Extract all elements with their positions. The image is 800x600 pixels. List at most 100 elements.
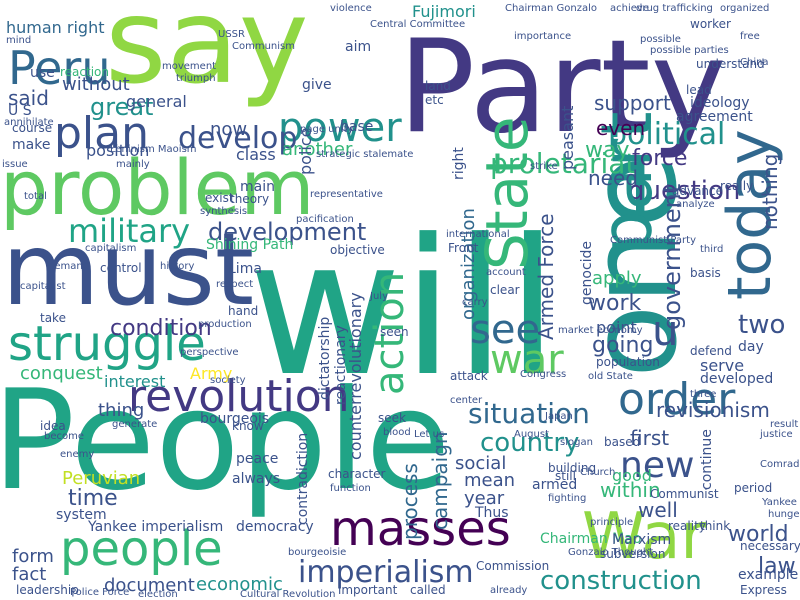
word-possible: possible: [640, 34, 681, 45]
word-page-unity: page unity: [300, 124, 354, 135]
word-agreement: agreement: [676, 109, 753, 125]
word-social: social: [455, 453, 507, 474]
word-condition: condition: [110, 316, 212, 341]
word-already: already: [490, 585, 528, 596]
word-history: history: [160, 261, 195, 272]
word-communist: Communist: [650, 487, 719, 501]
word-party: Party: [398, 13, 727, 162]
word-first: first: [630, 426, 670, 450]
word-right: right: [451, 147, 467, 180]
word-power: power: [278, 105, 402, 151]
word-dictatorship: dictatorship: [317, 316, 333, 400]
word-generate: generate: [112, 419, 158, 430]
word-political: political: [608, 117, 726, 152]
word-us: U S: [8, 103, 32, 119]
word-china: China: [740, 57, 769, 68]
word-class: class: [236, 145, 276, 164]
word-armed-force: Armed Force: [534, 213, 558, 340]
word-process: process: [398, 463, 422, 540]
word-perspective: perspective: [180, 347, 239, 358]
word-peruvian: Peruvian: [62, 468, 141, 489]
word-day: day: [738, 339, 764, 355]
word-world: world: [728, 522, 789, 547]
word-lead: lead: [686, 83, 712, 97]
word-leadership: leadership: [16, 583, 79, 597]
word-two: two: [738, 310, 786, 340]
word-demand: demand: [48, 261, 90, 272]
word-three: three: [690, 389, 717, 400]
word-achieve: achieve: [610, 3, 649, 14]
word-mean: mean: [464, 470, 516, 491]
word-work: work: [588, 291, 642, 316]
word-etc: etc: [425, 93, 444, 107]
word-gonzalo-thought: Gonzalo Thought: [568, 547, 654, 558]
word-capitalism: capitalism: [85, 243, 137, 254]
word-let-us: Let us: [414, 429, 445, 440]
word-blood: blood: [383, 427, 411, 438]
word-country: country: [480, 428, 580, 458]
word-genocide: genocide: [579, 240, 595, 305]
word-production: production: [198, 319, 252, 330]
word-seen: seen: [380, 325, 409, 339]
word-question: question: [628, 176, 741, 206]
word-slogan: slogan: [560, 437, 593, 448]
word-state: State: [473, 116, 541, 270]
word-based: based: [604, 435, 641, 449]
word-drug-trafficking: drug trafficking: [636, 3, 713, 14]
word-order: order: [618, 374, 736, 425]
word-see: see: [470, 307, 541, 353]
word-army: Army: [190, 364, 233, 383]
word-society: society: [210, 375, 246, 386]
word-clear: clear: [490, 283, 520, 297]
word-problem: problem: [0, 143, 315, 232]
word-bourgeois: bourgeois: [200, 411, 270, 427]
word-character: character: [328, 467, 386, 481]
word-now: now: [210, 119, 248, 140]
word-building: building: [548, 461, 597, 475]
word-free: free: [740, 31, 760, 42]
word-armed: armed: [532, 477, 578, 493]
word-peace: peace: [236, 451, 279, 467]
word-well: well: [638, 498, 678, 522]
word-become: become: [44, 431, 85, 442]
word-u: u: [652, 306, 679, 355]
word-construction: construction: [540, 566, 702, 596]
word-force: force: [632, 146, 688, 171]
word-struggle: struggle: [8, 316, 206, 372]
word-think: think: [700, 519, 731, 533]
word-triumph: triumph: [176, 73, 216, 84]
word-take: take: [40, 311, 66, 325]
word-movement: movement: [162, 61, 217, 72]
word-continue: continue: [699, 429, 715, 490]
word-war-mid: war: [490, 337, 564, 383]
word-advance: advance: [672, 184, 724, 198]
word-principle: principle: [590, 517, 634, 528]
word-international: international: [446, 229, 510, 240]
word-hand: hand: [228, 304, 259, 318]
word-still: still: [555, 469, 576, 483]
word-fact: fact: [12, 564, 47, 585]
word-conquest: conquest: [20, 363, 103, 384]
word-reactionary: reactionary: [333, 325, 349, 405]
word-congress: Congress: [520, 369, 567, 380]
word-issue: issue: [2, 159, 28, 170]
word-exist: exist: [205, 191, 234, 205]
word-make: make: [12, 137, 51, 153]
word-new: new: [620, 445, 695, 486]
word-peru: Peru: [8, 41, 111, 95]
word-need: need: [588, 166, 638, 190]
word-human-right: human right: [6, 18, 105, 37]
word-august: August: [514, 429, 549, 440]
word-position: position: [86, 141, 150, 160]
word-front: Front: [448, 241, 479, 255]
word-subversion: subversion: [600, 547, 666, 561]
word-bourgeoisie: bourgeoisie: [288, 547, 347, 558]
word-shining-path: Shining Path: [206, 237, 294, 253]
word-analyze: analyze: [676, 199, 715, 210]
word-theory: theory: [230, 192, 270, 206]
word-center: center: [450, 395, 483, 406]
word-express: Express: [740, 583, 787, 597]
word-population: population: [596, 355, 660, 369]
word-reaction: reaction: [60, 65, 109, 79]
